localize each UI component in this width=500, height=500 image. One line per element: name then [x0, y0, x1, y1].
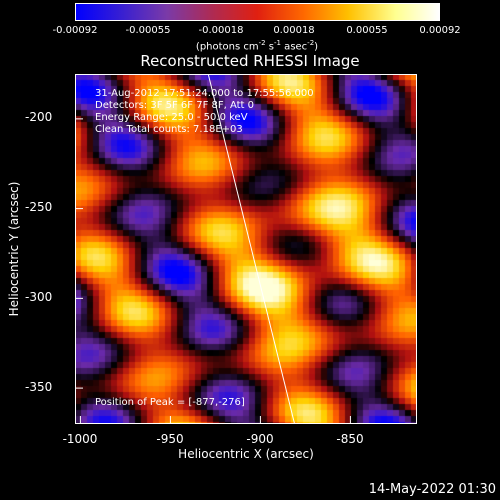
colorbar-tick: -0.00055 — [125, 25, 171, 36]
plot-frame — [75, 74, 417, 424]
info-detectors: Detectors: 3F 5F 6F 7F 8F, Att 0 — [95, 100, 255, 111]
colorbar-tick: 0.00092 — [419, 25, 461, 36]
y-tick-label: -300 — [25, 290, 53, 304]
colorbar-tick: 0.00055 — [346, 25, 388, 36]
solar-limb-line — [207, 74, 296, 424]
y-axis-label: Heliocentric Y (arcsec) — [7, 181, 21, 317]
info-energy-range: Energy Range: 25.0 - 50.0 keV — [95, 112, 248, 123]
chart-title: Reconstructed RHESSI Image — [140, 52, 360, 70]
x-tick-label: -1000 — [62, 432, 98, 446]
info-peak-position: Position of Peak = [-877,-276] — [95, 397, 245, 408]
colorbar-units: (photons cm-2 s-1 asec-2) — [195, 39, 319, 53]
colorbar — [75, 3, 440, 21]
timestamp: 14-May-2022 01:30 — [368, 482, 496, 497]
heatmap-image — [75, 74, 417, 424]
colorbar-tick: 0.00018 — [273, 25, 315, 36]
y-tick-label: -250 — [25, 200, 53, 214]
plot-border — [75, 74, 417, 424]
x-tick-label: -850 — [336, 432, 364, 446]
colorbar-tick: -0.00018 — [198, 25, 244, 36]
x-axis-label: Heliocentric X (arcsec) — [178, 447, 314, 461]
info-time-range: 31-Aug-2012 17:51:24.000 to 17:55:56.000 — [95, 88, 314, 99]
info-clean-counts: Clean Total counts: 7.18E+03 — [95, 124, 243, 135]
x-tick-label: -900 — [246, 432, 274, 446]
y-tick-label: -350 — [25, 380, 53, 394]
colorbar-tick: -0.00092 — [52, 25, 98, 36]
y-tick-label: -200 — [25, 110, 53, 124]
x-tick-label: -950 — [156, 432, 184, 446]
